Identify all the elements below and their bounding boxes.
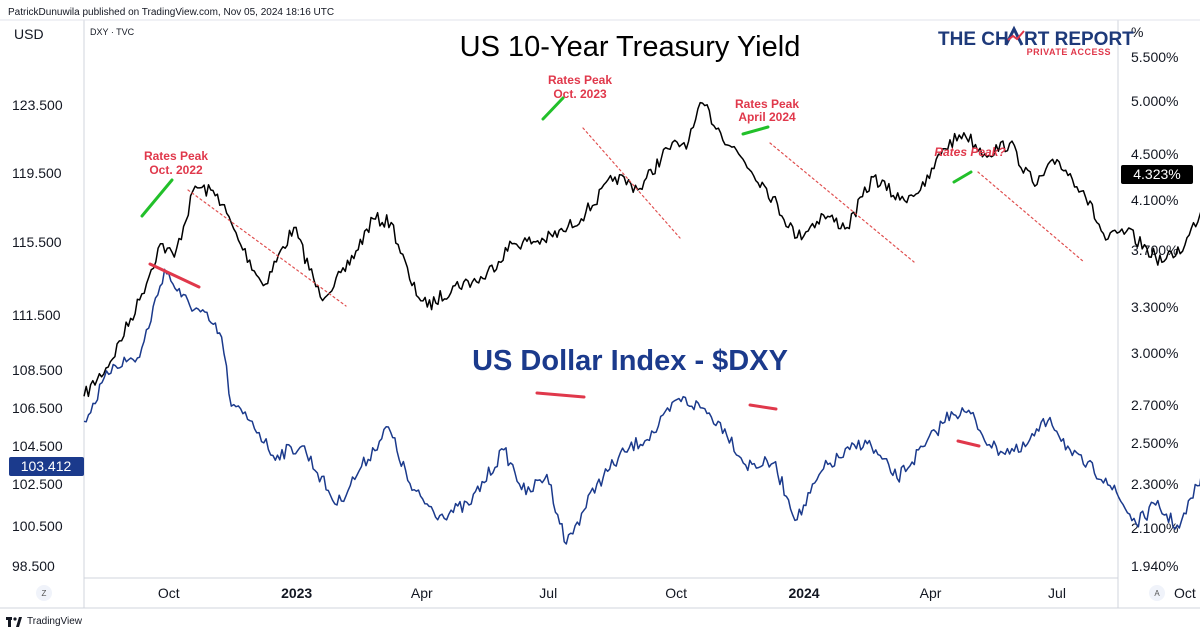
green-peak-stroke	[541, 96, 565, 121]
annotation-apr-2024: Rates Peak April 2024	[735, 97, 799, 124]
red-peak-stroke	[748, 403, 778, 411]
left-axis-tick: 100.500	[12, 518, 63, 534]
x-axis-tick: Oct	[665, 585, 687, 601]
auto-scale-button[interactable]: A	[1149, 585, 1165, 601]
right-axis-tick: 2.500%	[1131, 435, 1178, 451]
left-axis-tick: 102.500	[12, 476, 63, 492]
series-layer	[83, 101, 1200, 545]
left-axis-unit: USD	[14, 26, 44, 42]
logo-a-chart-icon	[1004, 25, 1025, 46]
red-peak-stroke	[535, 391, 586, 399]
green-peak-stroke	[952, 170, 973, 184]
dotted-decline-line	[977, 171, 1085, 263]
trend-marks	[140, 96, 1085, 448]
x-axis-tick: Oct	[158, 585, 180, 601]
left-axis-tick: 104.500	[12, 438, 63, 454]
published-caption: PatrickDunuwila published on TradingView…	[8, 7, 335, 18]
chart-title-dxy: US Dollar Index - $DXY	[472, 345, 788, 377]
right-axis-unit: %	[1131, 24, 1143, 40]
right-axis-tick: 2.300%	[1131, 476, 1178, 492]
chart-report-logo: THE CH RT REPORT PRIVATE ACCESS	[938, 25, 1134, 57]
logo-text-right: RT REPORT	[1024, 29, 1134, 50]
auto-scale-label: A	[1154, 589, 1160, 598]
right-axis-tick: 1.940%	[1131, 558, 1178, 574]
tradingview-footer: TradingView	[6, 616, 82, 627]
annotation-line: Rates Peak	[548, 73, 612, 87]
dxy-current-value: 103.412	[21, 458, 72, 474]
annotation-oct-2022: Rates Peak Oct. 2022	[144, 149, 208, 177]
green-peak-stroke	[741, 125, 770, 136]
zoom-toggle-label: Z	[42, 589, 47, 598]
left-axis-tick: 123.500	[12, 97, 63, 113]
tradingview-footer-text: TradingView	[27, 616, 83, 627]
left-axis-tick: 111.500	[12, 307, 61, 323]
symbol-label: DXY · TVC	[90, 27, 135, 37]
dotted-decline-line	[769, 142, 915, 263]
dotted-decline-line	[582, 127, 681, 239]
x-axis-tick: Jul	[539, 585, 557, 601]
left-axis-tick: 119.500	[12, 165, 62, 181]
right-axis-tick: 2.100%	[1131, 520, 1178, 536]
series-line	[83, 268, 1200, 545]
right-axis-tick: 5.000%	[1131, 93, 1178, 109]
annotation-line: Rates Peak	[144, 149, 208, 163]
left-axis-ticks: 123.500 119.500 115.500 111.500 108.500 106.5…	[12, 97, 63, 574]
logo-text-left: THE CH	[938, 29, 1009, 50]
chart-frame	[0, 19, 1200, 609]
yield-current-value-badge: 4.323%	[1121, 165, 1193, 184]
annotation-rates-peak-question: Rates Peak?	[934, 145, 1006, 159]
annotation-line: Rates Peak?	[934, 145, 1006, 159]
left-axis-tick: 98.500	[12, 558, 55, 574]
x-axis-tick: Jul	[1048, 585, 1066, 601]
right-axis-tick: 2.700%	[1131, 397, 1178, 413]
x-axis-tick: Oct	[1174, 585, 1196, 601]
right-axis-tick: 4.100%	[1131, 192, 1178, 208]
zoom-toggle-button[interactable]: Z	[36, 585, 52, 601]
tradingview-logo-icon	[6, 616, 22, 627]
yield-current-value: 4.323%	[1133, 166, 1180, 182]
x-axis-tick: Apr	[920, 585, 942, 601]
x-axis-tick: 2023	[281, 585, 312, 601]
dxy-current-value-badge: 103.412	[9, 457, 84, 476]
green-peak-stroke	[140, 178, 174, 218]
chart-title-yield: US 10-Year Treasury Yield	[460, 31, 801, 63]
red-peak-stroke	[956, 439, 981, 448]
x-axis-tick: 2024	[788, 585, 819, 601]
right-axis-tick: 3.300%	[1131, 299, 1178, 315]
x-axis-ticks: Oct2023AprJulOct2024AprJulOct2025	[158, 585, 1196, 601]
logo-subtitle: PRIVATE ACCESS	[1027, 47, 1111, 57]
right-axis-tick: 3.700%	[1131, 242, 1178, 258]
annotation-line: April 2024	[738, 110, 796, 124]
right-axis-tick: 3.000%	[1131, 345, 1178, 361]
red-peak-stroke	[148, 262, 201, 289]
annotation-line: Oct. 2022	[149, 163, 203, 177]
right-axis-tick: 4.500%	[1131, 146, 1178, 162]
annotation-line: Rates Peak	[735, 97, 799, 111]
right-axis-ticks: 5.500% 5.000% 4.500% 4.100% 3.700% 3.300% 3.00…	[1131, 49, 1178, 574]
left-axis-tick: 106.500	[12, 400, 63, 416]
x-axis-tick: Apr	[411, 585, 433, 601]
right-axis-tick: 5.500%	[1131, 49, 1178, 65]
annotation-line: Oct. 2023	[553, 87, 607, 101]
left-axis-tick: 108.500	[12, 362, 63, 378]
dotted-decline-line	[187, 189, 347, 307]
left-axis-tick: 115.500	[12, 234, 62, 250]
series-line	[83, 101, 1200, 398]
annotation-oct-2023: Rates Peak Oct. 2023	[548, 73, 612, 101]
